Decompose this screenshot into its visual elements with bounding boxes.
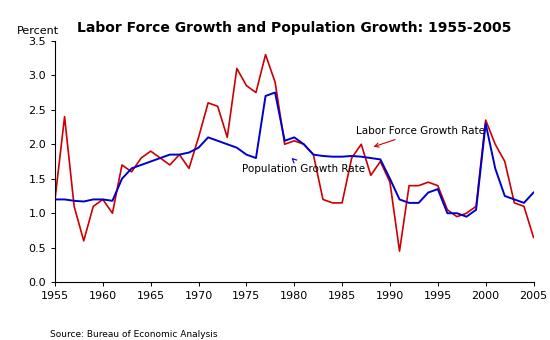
Text: Population Growth Rate: Population Growth Rate [241, 159, 365, 174]
Text: Labor Force Growth Rate: Labor Force Growth Rate [356, 126, 486, 147]
Title: Labor Force Growth and Population Growth: 1955-2005: Labor Force Growth and Population Growth… [77, 21, 512, 35]
Text: Percent: Percent [16, 26, 59, 36]
Text: Source: Bureau of Economic Analysis: Source: Bureau of Economic Analysis [50, 329, 217, 339]
